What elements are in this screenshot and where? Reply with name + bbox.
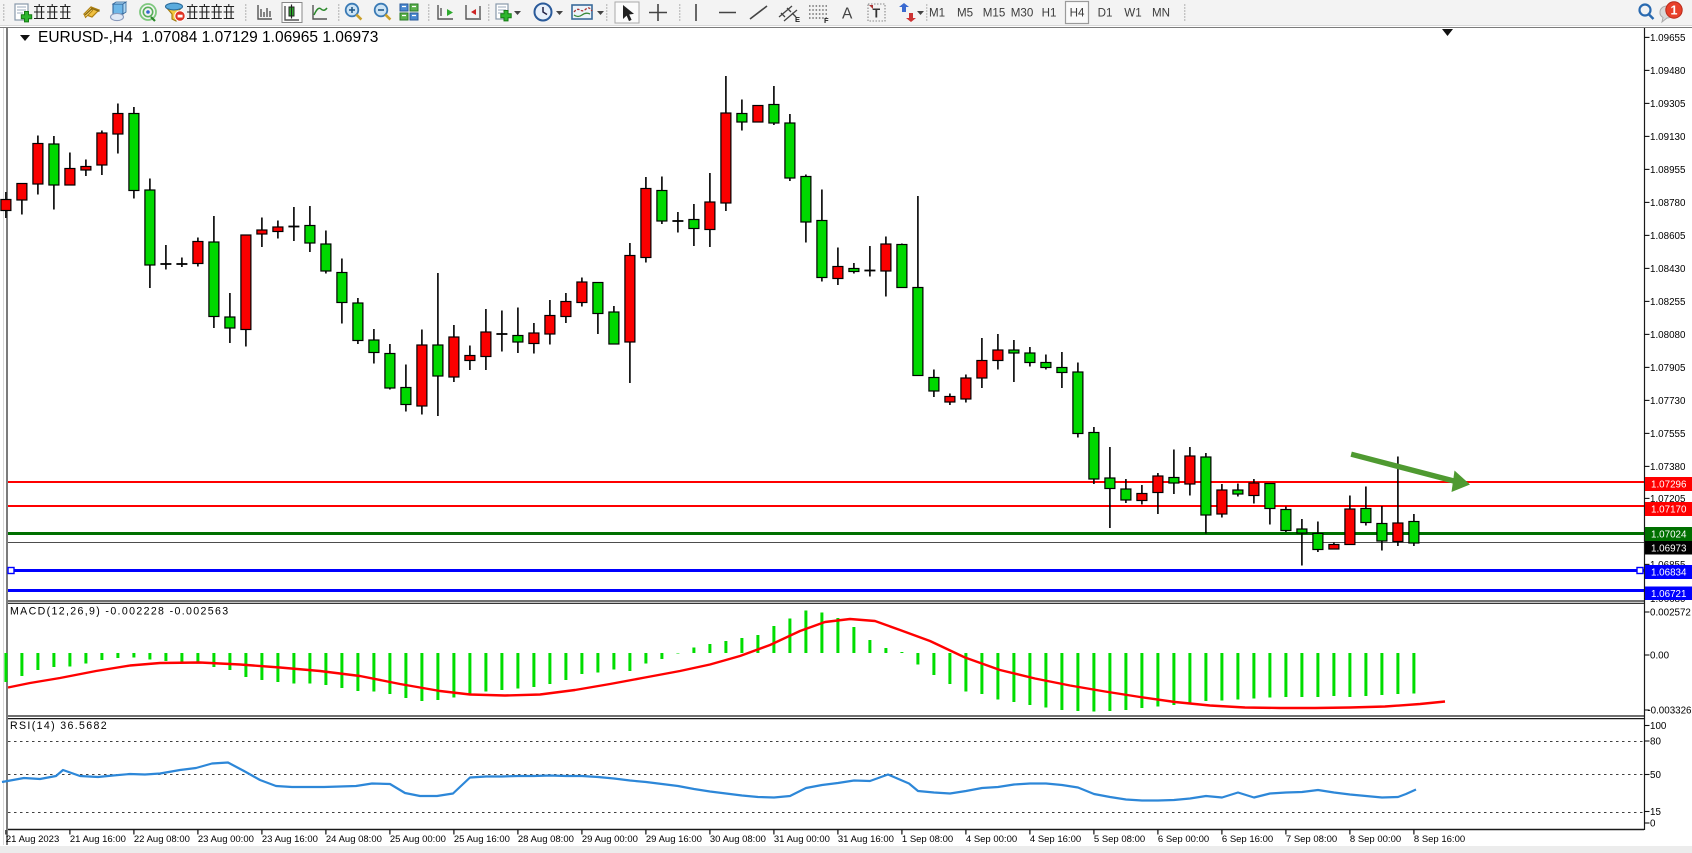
svg-text:31 Aug 00:00: 31 Aug 00:00 bbox=[774, 834, 830, 845]
svg-text:1.08255: 1.08255 bbox=[1650, 297, 1686, 308]
svg-text:MACD(12,26,9) -0.002228 -0.002: MACD(12,26,9) -0.002228 -0.002563 bbox=[10, 606, 229, 618]
svg-text:25 Aug 16:00: 25 Aug 16:00 bbox=[454, 834, 510, 845]
svg-text:1.07730: 1.07730 bbox=[1650, 396, 1686, 407]
svg-text:29 Aug 16:00: 29 Aug 16:00 bbox=[646, 834, 702, 845]
svg-text:H4: H4 bbox=[1070, 7, 1085, 20]
svg-text:1.06721: 1.06721 bbox=[1651, 589, 1686, 600]
svg-text:1 Sep 08:00: 1 Sep 08:00 bbox=[902, 834, 953, 845]
svg-text:1.07905: 1.07905 bbox=[1650, 363, 1686, 374]
svg-text:21 Aug 2023: 21 Aug 2023 bbox=[6, 834, 59, 845]
svg-text:-0.003326: -0.003326 bbox=[1647, 706, 1692, 717]
svg-text:1.07296: 1.07296 bbox=[1651, 480, 1687, 491]
svg-text:8 Sep 00:00: 8 Sep 00:00 bbox=[1350, 834, 1401, 845]
svg-text:4 Sep 00:00: 4 Sep 00:00 bbox=[966, 834, 1017, 845]
svg-text:MN: MN bbox=[1152, 7, 1170, 20]
svg-text:1.07024: 1.07024 bbox=[1651, 530, 1687, 541]
svg-text:4 Sep 16:00: 4 Sep 16:00 bbox=[1030, 834, 1081, 845]
svg-text:1.06834: 1.06834 bbox=[1651, 568, 1687, 579]
svg-text:1.07205: 1.07205 bbox=[1650, 494, 1686, 505]
svg-text:31 Aug 16:00: 31 Aug 16:00 bbox=[838, 834, 894, 845]
svg-text:5 Sep 08:00: 5 Sep 08:00 bbox=[1094, 834, 1145, 845]
svg-text:D1: D1 bbox=[1098, 7, 1113, 20]
svg-text:6 Sep 00:00: 6 Sep 00:00 bbox=[1158, 834, 1209, 845]
svg-text:50: 50 bbox=[1650, 770, 1661, 781]
svg-text:M5: M5 bbox=[957, 7, 973, 20]
svg-text:24 Aug 08:00: 24 Aug 08:00 bbox=[326, 834, 382, 845]
svg-text:6 Sep 16:00: 6 Sep 16:00 bbox=[1222, 834, 1273, 845]
svg-text:W1: W1 bbox=[1124, 7, 1141, 20]
svg-text:1.07380: 1.07380 bbox=[1650, 462, 1686, 473]
svg-text:0.002572: 0.002572 bbox=[1650, 608, 1691, 619]
svg-text:7 Sep 08:00: 7 Sep 08:00 bbox=[1286, 834, 1337, 845]
svg-text:23 Aug 00:00: 23 Aug 00:00 bbox=[198, 834, 254, 845]
svg-text:28 Aug 08:00: 28 Aug 08:00 bbox=[518, 834, 574, 845]
svg-text:M15: M15 bbox=[983, 7, 1006, 20]
svg-text:1.09655: 1.09655 bbox=[1650, 33, 1686, 44]
svg-text:1.09305: 1.09305 bbox=[1650, 99, 1686, 110]
svg-text:21 Aug 16:00: 21 Aug 16:00 bbox=[70, 834, 126, 845]
svg-text:1.07555: 1.07555 bbox=[1650, 429, 1686, 440]
svg-text:1.09480: 1.09480 bbox=[1650, 66, 1686, 77]
svg-text:EURUSD-,H4 1.07084 1.07129 1.: EURUSD-,H4 1.07084 1.07129 1.06965 1.069… bbox=[38, 29, 378, 46]
svg-text:25 Aug 00:00: 25 Aug 00:00 bbox=[390, 834, 446, 845]
svg-text:F: F bbox=[824, 16, 829, 25]
svg-text:30 Aug 08:00: 30 Aug 08:00 bbox=[710, 834, 766, 845]
svg-text:A: A bbox=[842, 6, 853, 23]
svg-text:M30: M30 bbox=[1011, 7, 1034, 20]
svg-text:M1: M1 bbox=[929, 7, 945, 20]
svg-text:15: 15 bbox=[1650, 807, 1661, 818]
svg-text:1.07170: 1.07170 bbox=[1651, 505, 1687, 516]
svg-text:0.00: 0.00 bbox=[1650, 651, 1670, 662]
svg-text:1.08780: 1.08780 bbox=[1650, 198, 1686, 209]
svg-text:1.09130: 1.09130 bbox=[1650, 132, 1686, 143]
svg-text:1.08080: 1.08080 bbox=[1650, 330, 1686, 341]
svg-text:80: 80 bbox=[1650, 737, 1661, 748]
svg-text:1.08605: 1.08605 bbox=[1650, 231, 1686, 242]
svg-text:22 Aug 08:00: 22 Aug 08:00 bbox=[134, 834, 190, 845]
svg-text:8 Sep 16:00: 8 Sep 16:00 bbox=[1414, 834, 1465, 845]
svg-text:T: T bbox=[873, 7, 881, 21]
svg-text:100: 100 bbox=[1650, 721, 1667, 732]
svg-text:29 Aug 00:00: 29 Aug 00:00 bbox=[582, 834, 638, 845]
svg-text:0: 0 bbox=[1650, 819, 1656, 830]
svg-text:1: 1 bbox=[1671, 4, 1678, 18]
svg-text:1.08955: 1.08955 bbox=[1650, 165, 1686, 176]
svg-text:E: E bbox=[795, 15, 800, 24]
svg-text:H1: H1 bbox=[1042, 7, 1057, 20]
svg-text:1.06973: 1.06973 bbox=[1651, 543, 1687, 554]
svg-text:RSI(14) 36.5682: RSI(14) 36.5682 bbox=[10, 720, 108, 732]
svg-text:23 Aug 16:00: 23 Aug 16:00 bbox=[262, 834, 318, 845]
svg-text:1.08430: 1.08430 bbox=[1650, 264, 1686, 275]
